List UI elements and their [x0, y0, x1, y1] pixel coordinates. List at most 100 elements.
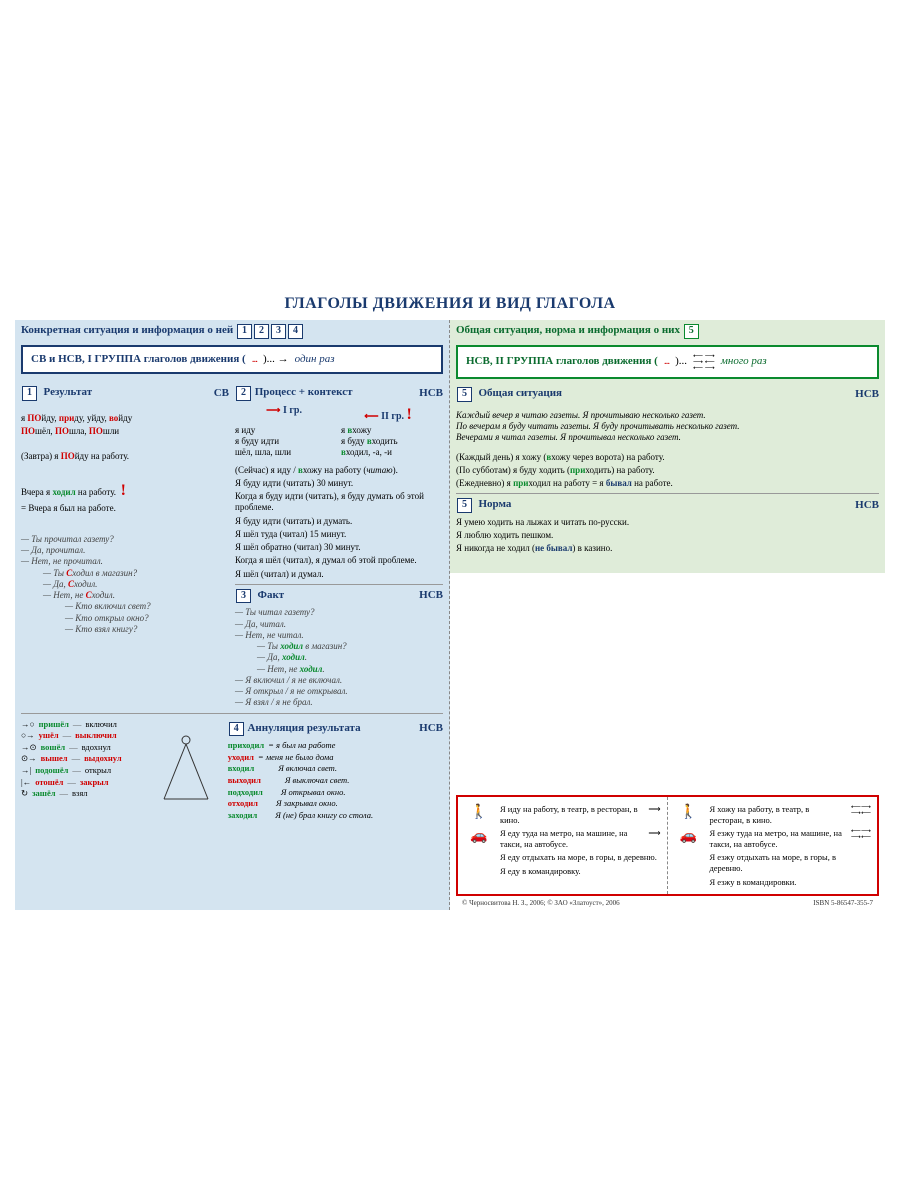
- p2: Я буду идти (читать) 30 минут.: [235, 478, 443, 489]
- sec2-3: 2 Процесс + контекст НСВ ⟶ I гр. ⟵ II гр…: [235, 382, 443, 708]
- sec3-title: Факт: [258, 589, 285, 601]
- i3: Вечерами я читал газеты. Я прочитывал не…: [456, 432, 879, 443]
- redbox-left: 🚶 Я иду на работу, в театр, в ресторан, …: [458, 797, 668, 894]
- l1a: приходил: [228, 740, 264, 751]
- g2: II гр.: [381, 411, 404, 422]
- sec1-l2: ПОшёл, ПОшла, ПОшли: [21, 426, 229, 437]
- sec1-tag: СВ: [214, 387, 229, 401]
- s3d4: — Ты ходил в магазин?: [235, 641, 443, 652]
- left-subtitle-text: Конкретная ситуация и информация о ней: [21, 324, 233, 336]
- sec5a-head: 5 Общая ситуация НСВ: [456, 387, 879, 402]
- sec1-d8: — Кто открыл окно?: [21, 613, 229, 624]
- p3: Когда я буду идти (читать), я буду думат…: [235, 491, 443, 514]
- sec4-num: 4: [229, 722, 244, 737]
- sec1-d4: — Ты Сходил в магазин?: [21, 568, 229, 579]
- sec1-d9: — Кто взял книгу?: [21, 624, 229, 635]
- l4a: выходил: [228, 775, 261, 786]
- sec2-groups: ⟶ I гр. ⟵ II гр. !: [235, 405, 443, 425]
- r1b: включил: [85, 719, 116, 730]
- rbR3: Я езжу отдыхать на море, в горы, в дерев…: [709, 852, 871, 873]
- sec3-dialogue: — Ты читал газету? — Да, читал. — Нет, н…: [235, 607, 443, 708]
- right-column: Общая ситуация, норма и информация о них…: [450, 320, 885, 910]
- rbL3: Я еду отдыхать на море, в горы, в деревн…: [500, 852, 657, 863]
- l5b: Я открывал окно.: [267, 787, 346, 798]
- sec1: 1 Результат СВ я ПОйду, приду, уйду, вой…: [21, 382, 229, 708]
- walker-icon: 🚶: [464, 804, 494, 822]
- p1: (Сейчас) я иду / вхожу на работу (читаю)…: [235, 465, 443, 476]
- sec4-head: 4 Аннуляция результата НСВ: [228, 722, 443, 737]
- num-1: 1: [237, 324, 252, 339]
- sec5a-tag: НСВ: [855, 388, 879, 402]
- right-bottom: 🚶 Я иду на работу, в театр, в ресторан, …: [450, 573, 885, 910]
- r4a: вышел: [41, 753, 68, 764]
- sec1-dialogue: — Ты прочитал газету? — Да, прочитал. — …: [21, 534, 229, 635]
- l2a: уходил: [228, 752, 254, 763]
- arrows-multi-icon: ⟵ ⟶⟶ ⟵⟵ ⟶: [693, 353, 715, 372]
- walker-icon-2: 🚶: [674, 804, 704, 822]
- sec1-l4b: = Вчера я был на работе.: [21, 503, 229, 514]
- sec2-title: Процесс + контекст: [255, 386, 353, 398]
- l6b: Я закрывал окно.: [262, 798, 338, 809]
- rbR4: Я езжу в командировки.: [710, 877, 797, 888]
- l1b: = я был на работе: [268, 740, 335, 751]
- right-subtitle-text: Общая ситуация, норма и информация о них: [456, 324, 680, 336]
- sec5a-italic: Каждый вечер я читаю газеты. Я прочитыва…: [456, 410, 879, 444]
- exclamation-icon: !: [121, 482, 126, 499]
- i2: По вечерам я буду читать газеты. Я буду …: [456, 421, 879, 432]
- s5p2: (По субботам) я буду ходить (приходить) …: [456, 465, 879, 476]
- left-rulebox: СВ и НСВ, I ГРУППА глаголов движения ( .…: [21, 345, 443, 375]
- sec4: 4 Аннуляция результата НСВ приходил = я б…: [228, 718, 443, 822]
- rule-close: )... →: [263, 353, 289, 367]
- rbL4: Я еду в командировку.: [500, 866, 581, 877]
- copyright: © Черносвитова Н. З., 2006; © ЗАО «Злато…: [462, 899, 620, 908]
- sec4-tag: НСВ: [419, 722, 443, 736]
- l7a: заходил: [228, 810, 258, 821]
- sec2-conj: я иду я буду идти шёл, шла, шли я вхожу …: [235, 425, 443, 459]
- arrows-multi-icon-3: ⟵⟶⟶⟵: [851, 828, 871, 841]
- p8: Я шёл (читал) и думал.: [235, 569, 443, 580]
- rule-tag-r: много раз: [721, 355, 767, 369]
- red-comparison-box: 🚶 Я иду на работу, в театр, в ресторан, …: [456, 795, 879, 896]
- sec4-title: Аннуляция результата: [247, 722, 360, 734]
- sec1-title: Результат: [44, 386, 93, 398]
- rule-tag: один раз: [295, 353, 335, 367]
- r2b: выключил: [75, 730, 117, 741]
- page: ГЛАГОЛЫ ДВИЖЕНИЯ И ВИД ГЛАГОЛА Конкретна…: [15, 290, 885, 910]
- sec1-l3: (Завтра) я ПОйду на работу.: [21, 451, 229, 462]
- sec5b-title: Норма: [479, 498, 512, 510]
- r5b: открыл: [85, 765, 111, 776]
- arrows-multi-icon-2: ⟵⟶⟶⟵: [851, 804, 871, 817]
- columns: Конкретная ситуация и информация о ней 1…: [15, 320, 885, 910]
- s3d7: — Я включил / я не включал.: [235, 675, 443, 686]
- sec1-l4a: Вчера я ходил на работу. !: [21, 481, 229, 501]
- rbL1: Я иду на работу, в театр, в ресторан, в …: [500, 804, 642, 825]
- c1b: я вхожу: [341, 425, 443, 436]
- l5a: подходил: [228, 787, 263, 798]
- sec1-d2: — Да, прочитал.: [21, 545, 229, 556]
- car-icon: 🚗: [464, 828, 494, 846]
- p5: Я шёл туда (читал) 15 минут.: [235, 529, 443, 540]
- sec1-l1: я ПОйду, приду, уйду, войду: [21, 413, 229, 424]
- r1a: пришёл: [39, 719, 69, 730]
- sec3-num: 3: [236, 589, 251, 604]
- sec3-head: 3 Факт НСВ: [235, 589, 443, 604]
- sec1-num: 1: [22, 386, 37, 401]
- sec1-d1: — Ты прочитал газету?: [21, 534, 229, 545]
- r6b: закрыл: [80, 777, 109, 788]
- r5a: подошёл: [35, 765, 68, 776]
- p4: Я буду идти (читать) и думать.: [235, 516, 443, 527]
- isbn: ISBN 5-86547-355-7: [813, 899, 873, 908]
- l2b: = меня не было дома: [258, 752, 334, 763]
- sec2-num: 2: [236, 386, 251, 401]
- c1a: я иду: [235, 425, 337, 436]
- nb1: Я умею ходить на лыжах и читать по-русск…: [456, 517, 879, 528]
- left-split: 1 Результат СВ я ПОйду, приду, уйду, вой…: [21, 382, 443, 708]
- g1: I гр.: [283, 405, 302, 416]
- sec1-d7: — Кто включил свет?: [21, 601, 229, 612]
- nb3: Я никогда не ходил (не бывал) в казино.: [456, 543, 879, 554]
- left-column: Конкретная ситуация и информация о ней 1…: [15, 320, 450, 910]
- r4b: выдохнул: [84, 753, 122, 764]
- s3d3: — Нет, не читал.: [235, 630, 443, 641]
- c3a: шёл, шла, шли: [235, 447, 337, 458]
- sec5b-tag: НСВ: [855, 499, 879, 513]
